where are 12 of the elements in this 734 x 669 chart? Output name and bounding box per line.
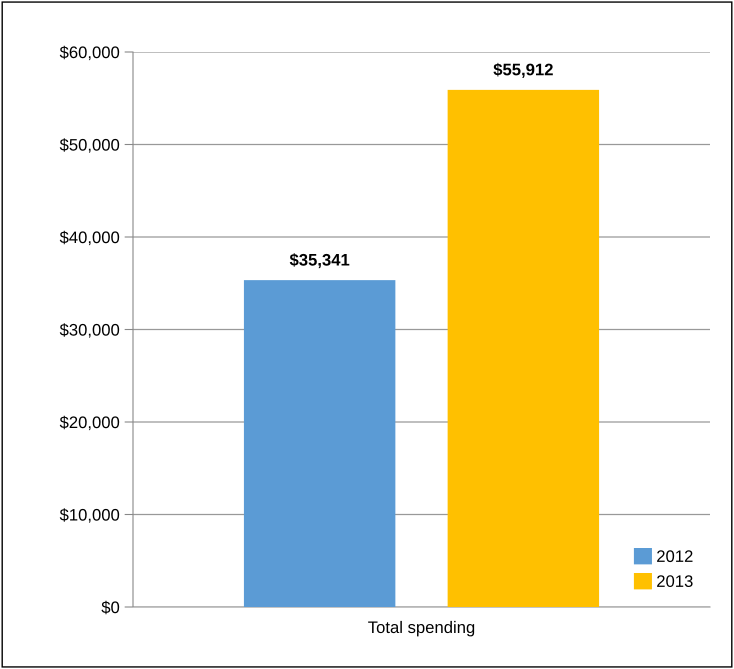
legend-label: 2012 xyxy=(657,550,692,562)
y-tick-label: $60,000 xyxy=(60,46,120,60)
y-tick-label: $10,000 xyxy=(60,508,120,523)
legend-label: 2013 xyxy=(657,575,693,588)
x-tick-label: Total spending xyxy=(368,620,474,636)
data-label: $35,341 xyxy=(290,253,350,268)
y-tick-label: $40,000 xyxy=(60,230,120,246)
y-tick-label: $50,000 xyxy=(60,138,120,153)
data-label: $55,912 xyxy=(493,62,553,78)
y-tick-label: $20,000 xyxy=(60,416,120,430)
y-tick-label: $0 xyxy=(101,600,120,614)
y-tick-label: $30,000 xyxy=(60,323,120,338)
